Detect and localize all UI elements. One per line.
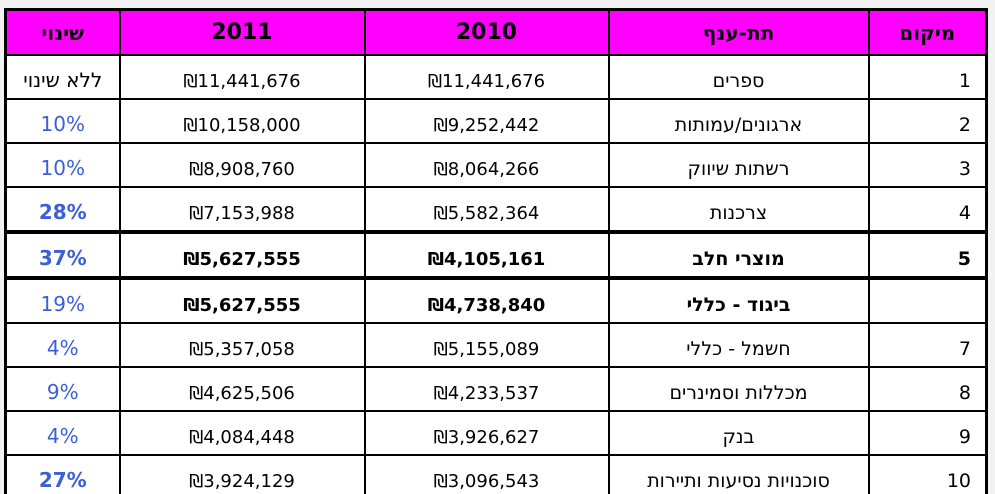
cell-change: 10% [4,142,121,188]
cell-change: 19% [4,277,121,324]
cell-rank: 9 [867,410,988,456]
sector-ranking-table: מיקום תת-ענף 2010 2011 שינוי 1 ספרים ₪11,4… [4,8,988,494]
table-row: 4 צרכנות ₪5,582,364 ₪7,153,988 28% [4,186,988,233]
cell-2010: ₪11,441,676 [363,54,610,100]
cell-change: 37% [4,230,121,280]
cell-2010: ₪3,926,627 [363,410,610,456]
cell-sector: ארגונים/עמותות [607,98,870,144]
cell-2010: ₪8,064,266 [363,142,610,188]
column-header-2011: 2011 [118,8,366,56]
cell-2011: ₪5,627,555 [118,277,366,324]
cell-change: ללא שינוי [4,54,121,100]
table-row: 10 סוכנויות נסיעות ותיירות ₪3,096,543 ₪3,92… [4,454,988,494]
cell-sector: סוכנויות נסיעות ותיירות [607,454,870,494]
cell-2010: ₪9,252,442 [363,98,610,144]
table-row: 5 מוצרי חלב ₪4,105,161 ₪5,627,555 37% [4,230,988,280]
cell-change: 4% [4,410,121,456]
column-header-rank: מיקום [867,8,988,56]
cell-2010: ₪5,155,089 [363,322,610,368]
cell-2011: ₪3,924,129 [118,454,366,494]
cell-rank: 8 [867,366,988,412]
table-row: 8 מכללות וסמינרים ₪4,233,537 ₪4,625,506 9% [4,366,988,412]
cell-sector: מכללות וסמינרים [607,366,870,412]
cell-2011: ₪7,153,988 [118,186,366,233]
cell-rank: 4 [867,186,988,233]
cell-change: 4% [4,322,121,368]
table-row: 2 ארגונים/עמותות ₪9,252,442 ₪10,158,000 10% [4,98,988,144]
table-row: 7 חשמל - כללי ₪5,155,089 ₪5,357,058 4% [4,322,988,368]
cell-rank: 2 [867,98,988,144]
cell-2011: ₪10,158,000 [118,98,366,144]
cell-2011: ₪8,908,760 [118,142,366,188]
cell-2010: ₪5,582,364 [363,186,610,233]
table-row: 1 ספרים ₪11,441,676 ₪11,441,676 ללא שינוי [4,54,988,100]
cell-2010: ₪4,105,161 [363,230,610,280]
cell-2010: ₪4,738,840 [363,277,610,324]
cell-sector: בנק [607,410,870,456]
cell-sector: צרכנות [607,186,870,233]
cell-rank: 7 [867,322,988,368]
cell-2011: ₪5,627,555 [118,230,366,280]
table-row: 9 בנק ₪3,926,627 ₪4,084,448 4% [4,410,988,456]
cell-rank: 10 [867,454,988,494]
table-row: ביגוד - כללי ₪4,738,840 ₪5,627,555 19% [4,277,988,324]
column-header-2010: 2010 [363,8,610,56]
cell-sector: חשמל - כללי [607,322,870,368]
cell-2011: ₪5,357,058 [118,322,366,368]
cell-change: 9% [4,366,121,412]
cell-sector: ביגוד - כללי [607,277,870,324]
column-header-change: שינוי [4,8,121,56]
cell-sector: רשתות שיווק [607,142,870,188]
cell-2011: ₪11,441,676 [118,54,366,100]
cell-rank: 5 [867,230,988,280]
cell-2011: ₪4,625,506 [118,366,366,412]
cell-2011: ₪4,084,448 [118,410,366,456]
cell-2010: ₪4,233,537 [363,366,610,412]
cell-rank: 3 [867,142,988,188]
cell-change: 28% [4,186,121,233]
ranking-table-container: מיקום תת-ענף 2010 2011 שינוי 1 ספרים ₪11,4… [4,8,988,494]
cell-change: 27% [4,454,121,494]
cell-sector: מוצרי חלב [607,230,870,280]
cell-rank: 1 [867,54,988,100]
cell-rank [867,277,988,324]
table-row: 3 רשתות שיווק ₪8,064,266 ₪8,908,760 10% [4,142,988,188]
header-row: מיקום תת-ענף 2010 2011 שינוי [4,8,988,56]
table-body: 1 ספרים ₪11,441,676 ₪11,441,676 ללא שינוי 2 אר… [4,54,988,494]
cell-2010: ₪3,096,543 [363,454,610,494]
table-header: מיקום תת-ענף 2010 2011 שינוי [4,8,988,56]
column-header-sector: תת-ענף [607,8,870,56]
cell-sector: ספרים [607,54,870,100]
cell-change: 10% [4,98,121,144]
